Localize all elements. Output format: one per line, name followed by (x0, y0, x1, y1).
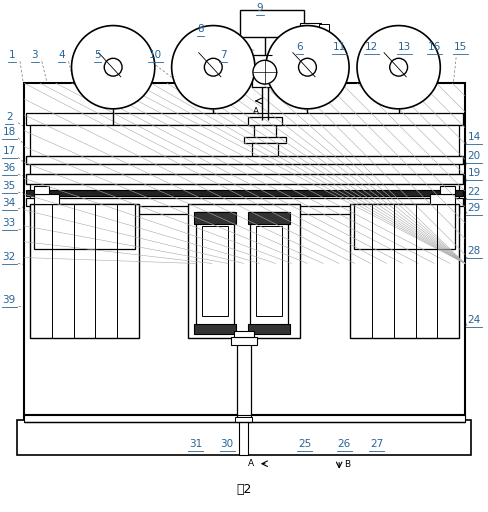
Bar (254, 125, 276, 140)
Text: 34: 34 (2, 198, 16, 208)
Circle shape (204, 58, 222, 76)
Bar (248, 117, 282, 125)
Bar (34, 186, 49, 194)
Text: 图2: 图2 (236, 483, 252, 496)
Bar (231, 337, 257, 345)
Bar (26, 157, 463, 164)
Bar (26, 113, 463, 125)
Bar (250, 212, 287, 330)
Bar (30, 125, 459, 214)
Text: 24: 24 (468, 315, 481, 325)
Text: 31: 31 (189, 439, 202, 449)
Text: A: A (253, 107, 259, 116)
Bar (34, 194, 59, 204)
Text: 1: 1 (9, 50, 15, 60)
Bar (350, 204, 459, 338)
Bar (252, 142, 278, 159)
Bar (252, 75, 278, 87)
Text: 14: 14 (468, 132, 481, 141)
Circle shape (104, 58, 122, 76)
Bar (248, 324, 289, 334)
Bar (354, 204, 455, 249)
Text: 19: 19 (468, 168, 481, 178)
Bar (24, 414, 465, 422)
Text: B: B (344, 460, 350, 469)
Circle shape (172, 26, 255, 109)
Text: 13: 13 (398, 42, 411, 52)
Bar (17, 420, 471, 455)
Bar (30, 204, 139, 338)
Text: 27: 27 (370, 439, 384, 449)
Bar (197, 212, 234, 330)
Bar (430, 194, 455, 204)
Text: 8: 8 (197, 25, 203, 34)
Bar (26, 198, 463, 206)
Text: 17: 17 (2, 146, 16, 157)
Text: 11: 11 (332, 42, 346, 52)
Text: 20: 20 (468, 152, 481, 161)
Text: 39: 39 (2, 295, 16, 305)
Text: 12: 12 (365, 42, 379, 52)
Bar (244, 137, 285, 142)
Bar (252, 55, 278, 65)
Bar (319, 24, 329, 32)
Text: 22: 22 (468, 187, 481, 197)
Text: 10: 10 (149, 50, 163, 60)
Text: 36: 36 (2, 163, 16, 173)
Circle shape (253, 60, 277, 84)
Bar (26, 174, 463, 184)
Text: 26: 26 (338, 439, 351, 449)
Bar (203, 226, 228, 316)
Circle shape (72, 26, 155, 109)
Text: 16: 16 (427, 42, 441, 52)
Text: 15: 15 (453, 42, 467, 52)
Text: 3: 3 (32, 50, 38, 60)
Bar (194, 212, 236, 224)
Circle shape (299, 58, 316, 76)
Text: 9: 9 (257, 3, 263, 13)
Bar (235, 417, 252, 422)
Text: 33: 33 (2, 218, 16, 228)
Text: 7: 7 (220, 50, 226, 60)
Text: 30: 30 (221, 439, 234, 449)
Text: A: A (248, 459, 254, 468)
Circle shape (390, 58, 407, 76)
Bar (26, 190, 463, 196)
Bar (234, 331, 254, 337)
Text: 32: 32 (2, 252, 16, 263)
Text: 4: 4 (58, 50, 65, 60)
Bar (188, 204, 300, 338)
Text: 5: 5 (94, 50, 101, 60)
Bar (300, 23, 321, 34)
Text: 18: 18 (2, 126, 16, 137)
Bar (34, 204, 135, 249)
Bar (24, 83, 465, 422)
Text: 29: 29 (468, 203, 481, 213)
Circle shape (266, 26, 349, 109)
Text: 35: 35 (2, 181, 16, 191)
Circle shape (357, 26, 440, 109)
Text: 25: 25 (298, 439, 311, 449)
Bar (194, 324, 236, 334)
Text: 2: 2 (6, 112, 12, 122)
Bar (440, 186, 455, 194)
Text: 28: 28 (468, 246, 481, 255)
Bar (256, 226, 282, 316)
Bar (239, 420, 248, 455)
Bar (237, 338, 251, 422)
Text: 6: 6 (296, 42, 303, 52)
Bar (240, 10, 305, 37)
Bar (248, 212, 289, 224)
